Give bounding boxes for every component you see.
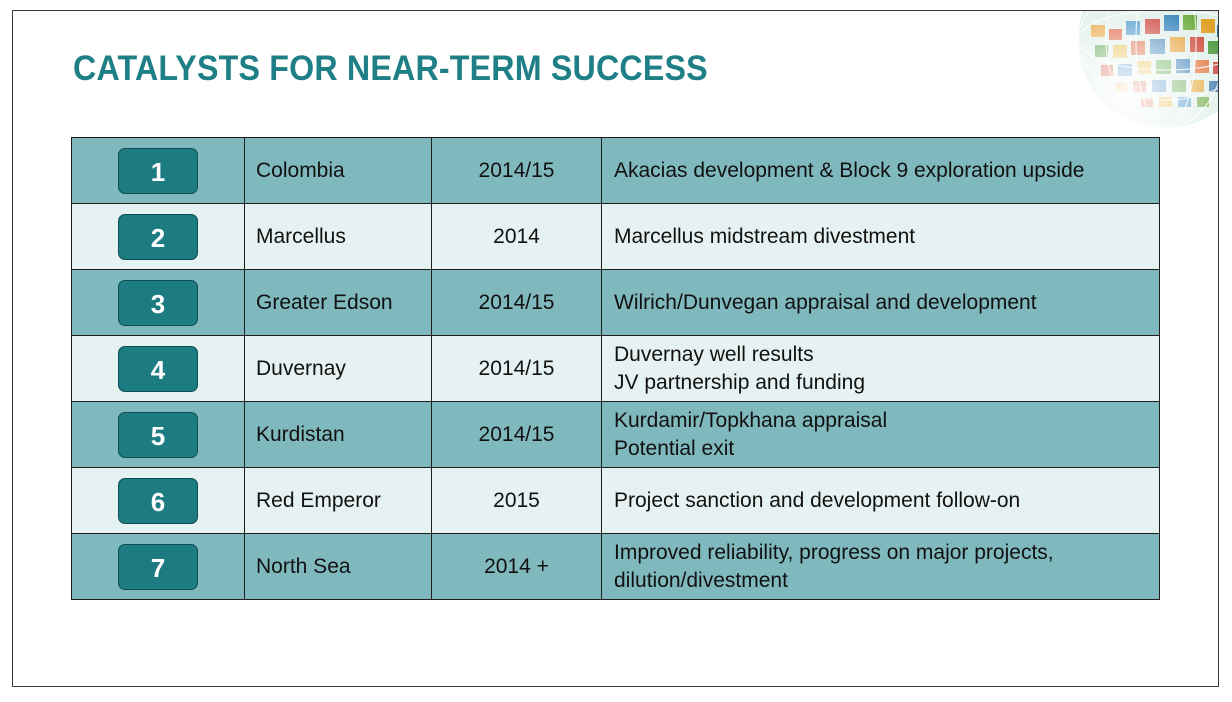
region-cell: Colombia [244, 137, 432, 204]
detail-line: Improved reliability, progress on major … [614, 540, 1054, 564]
number-cell: 7 [71, 533, 245, 600]
slide: CATALYSTS FOR NEAR-TERM SUCCESS [12, 10, 1219, 687]
detail-line: Wilrich/Dunvegan appraisal and developme… [614, 290, 1037, 314]
timing-cell: 2015 [431, 467, 602, 534]
table-row: 4 Duvernay 2014/15 Duvernay well results… [71, 335, 1160, 402]
number-badge: 5 [118, 411, 198, 458]
region-cell: North Sea [244, 533, 432, 600]
detail-line: JV partnership and funding [614, 370, 866, 394]
number-cell: 2 [71, 203, 245, 270]
timing-cell: 2014 + [431, 533, 602, 600]
timing-cell: 2014/15 [431, 335, 602, 402]
timing-cell: 2014/15 [431, 269, 602, 336]
details-cell: Duvernay well results JV partnership and… [601, 335, 1160, 402]
table-row: 3 Greater Edson 2014/15 Wilrich/Dunvegan… [71, 269, 1160, 336]
number-cell: 3 [71, 269, 245, 336]
detail-line: Project sanction and development follow-… [614, 488, 1021, 512]
number-badge: 6 [118, 477, 198, 524]
details-cell: Wilrich/Dunvegan appraisal and developme… [601, 269, 1160, 336]
timing-cell: 2014 [431, 203, 602, 270]
details-cell: Improved reliability, progress on major … [601, 533, 1160, 600]
number-badge: 7 [118, 543, 198, 590]
number-cell: 4 [71, 335, 245, 402]
globe-mosaic-icon [1078, 11, 1218, 128]
page-title: CATALYSTS FOR NEAR-TERM SUCCESS [73, 49, 708, 88]
table-row: 5 Kurdistan 2014/15 Kurdamir/Topkhana ap… [71, 401, 1160, 468]
region-cell: Duvernay [244, 335, 432, 402]
region-cell: Greater Edson [244, 269, 432, 336]
detail-line: Duvernay well results [614, 342, 814, 366]
detail-line: dilution/divestment [614, 568, 788, 592]
number-badge: 2 [118, 213, 198, 260]
table-row: 2 Marcellus 2014 Marcellus midstream div… [71, 203, 1160, 270]
region-cell: Red Emperor [244, 467, 432, 534]
detail-line: Kurdamir/Topkhana appraisal [614, 408, 888, 432]
table-row: 6 Red Emperor 2015 Project sanction and … [71, 467, 1160, 534]
region-cell: Marcellus [244, 203, 432, 270]
number-cell: 6 [71, 467, 245, 534]
timing-cell: 2014/15 [431, 401, 602, 468]
timing-cell: 2014/15 [431, 137, 602, 204]
details-cell: Project sanction and development follow-… [601, 467, 1160, 534]
table-row: 7 North Sea 2014 + Improved reliability,… [71, 533, 1160, 600]
details-cell: Akacias development & Block 9 exploratio… [601, 137, 1160, 204]
region-cell: Kurdistan [244, 401, 432, 468]
details-cell: Marcellus midstream divestment [601, 203, 1160, 270]
number-badge: 4 [118, 345, 198, 392]
number-cell: 1 [71, 137, 245, 204]
detail-line: Akacias development & Block 9 exploratio… [614, 158, 1085, 182]
detail-line: Potential exit [614, 436, 735, 460]
number-badge: 1 [118, 147, 198, 194]
number-badge: 3 [118, 279, 198, 326]
number-cell: 5 [71, 401, 245, 468]
details-cell: Kurdamir/Topkhana appraisal Potential ex… [601, 401, 1160, 468]
detail-line: Marcellus midstream divestment [614, 224, 916, 248]
table-row: 1 Colombia 2014/15 Akacias development &… [71, 137, 1160, 204]
catalysts-table: 1 Colombia 2014/15 Akacias development &… [71, 137, 1160, 600]
